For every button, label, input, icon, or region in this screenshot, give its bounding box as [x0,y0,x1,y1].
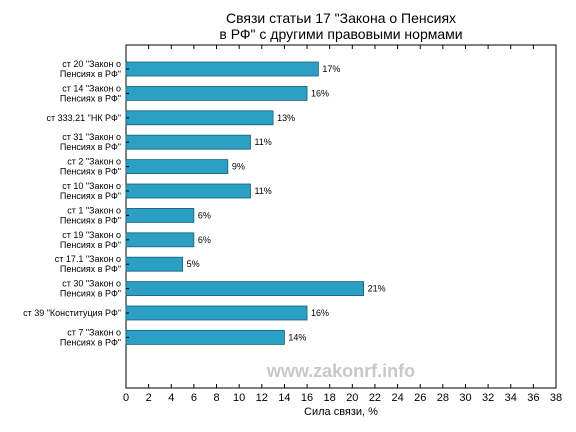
category-label: Пенсиях в РФ" [60,191,121,201]
category-label: ст 14 "Закон о [62,83,121,93]
data-label: 17% [322,64,340,74]
x-tick-label: 26 [414,392,426,404]
x-tick-label: 32 [482,392,494,404]
category-label: ст 17.1 "Закон о [55,254,121,264]
category-label: ст 19 "Закон о [62,230,121,240]
category-label: Пенсиях в РФ" [60,289,121,299]
category-label: Пенсиях в РФ" [60,337,121,347]
bar [125,329,285,345]
x-tick-label: 2 [146,392,152,404]
bar [125,281,365,297]
bar [125,61,319,77]
category-label: ст 20 "Закон о [62,59,121,69]
x-tick-label: 36 [527,392,539,404]
bar [125,110,274,126]
data-label: 6% [198,235,211,245]
category-label: Пенсиях в РФ" [60,69,121,79]
x-tick-label: 22 [369,392,381,404]
bar [125,183,251,199]
chart-title-line: Связи статьи 17 "Закона о Пенсиях [226,10,456,26]
x-tick-label: 8 [213,392,219,404]
x-tick-label: 16 [301,392,313,404]
category-label: Пенсиях в РФ" [60,264,121,274]
data-label: 16% [311,308,329,318]
data-label: 21% [368,284,386,294]
data-label: 16% [311,88,329,98]
x-tick-label: 18 [324,392,336,404]
category-label: ст 333.21 "НК РФ" [46,113,121,123]
bar [125,256,183,272]
data-label: 5% [187,259,200,269]
x-tick-label: 28 [437,392,449,404]
data-label: 11% [254,186,271,196]
category-label: Пенсиях в РФ" [60,167,121,177]
category-label: Пенсиях в РФ" [60,215,121,225]
chart-title-line: в РФ" с другими правовыми нормами [219,26,462,42]
bar [125,207,195,223]
x-tick-label: 6 [191,392,197,404]
x-axis: 0 2 4 6 8 10 12 14 16 18 20 22 24 26 28 30 32 34 36 38 [123,45,562,404]
category-label: ст 31 "Закон о [62,132,121,142]
category-label: Пенсиях в РФ" [60,93,121,103]
x-tick-label: 20 [346,392,358,404]
bar [125,86,308,101]
category-label: ст 30 "Закон о [62,279,121,289]
bar [125,134,251,150]
bar [125,159,229,175]
category-label: Пенсиях в РФ" [60,142,121,152]
category-label: ст 7 "Закон о [67,327,121,337]
x-tick-label: 38 [550,392,562,404]
x-tick-label: 24 [391,392,403,404]
data-label: 11% [254,137,271,147]
category-label: ст 1 "Закон о [67,205,121,215]
category-label: ст 2 "Закон о [67,157,121,167]
x-tick-label: 0 [123,392,129,404]
watermark: www.zakonrf.info [266,361,415,381]
x-tick-label: 34 [505,392,517,404]
x-axis-label: Сила связи, % [304,406,378,418]
x-tick-label: 12 [256,392,268,404]
x-tick-label: 10 [233,392,245,404]
category-label: Пенсиях в РФ" [60,240,121,250]
bar [125,232,195,248]
x-tick-label: 14 [278,392,290,404]
data-label: 9% [232,162,245,172]
category-label: ст 39 "Конституция РФ" [23,308,121,318]
data-label: 13% [277,113,295,123]
category-label: ст 10 "Закон о [62,181,121,191]
x-tick-label: 30 [459,392,471,404]
x-tick-label: 4 [168,392,174,404]
data-label: 14% [288,332,306,342]
data-label: 6% [198,210,211,220]
bar [125,305,308,321]
